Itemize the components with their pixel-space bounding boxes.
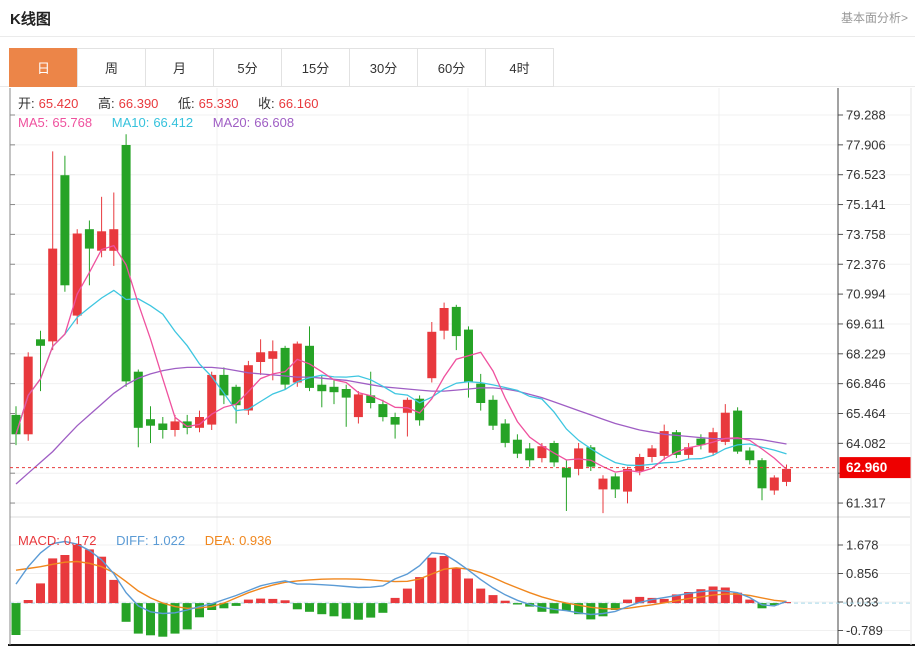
low-label: 低: (178, 96, 195, 111)
dea-value: 0.936 (239, 533, 272, 548)
svg-text:0.033: 0.033 (846, 595, 879, 610)
candles-layer (11, 134, 791, 514)
svg-text:1.678: 1.678 (846, 538, 879, 553)
ma5-value: 65.768 (52, 115, 93, 130)
svg-text:65.464: 65.464 (846, 406, 886, 421)
svg-text:0.856: 0.856 (846, 566, 879, 581)
svg-text:73.758: 73.758 (846, 227, 886, 242)
tab-day[interactable]: 日 (9, 48, 78, 87)
dea-line (15, 560, 787, 610)
svg-text:68.229: 68.229 (846, 346, 886, 361)
ma20-line (15, 366, 787, 485)
svg-text:66.846: 66.846 (846, 376, 886, 391)
macd-label: MACD: (18, 533, 60, 548)
dea-label: DEA: (204, 533, 236, 548)
svg-text:-0.789: -0.789 (846, 623, 883, 638)
tab-4hour[interactable]: 4时 (485, 48, 554, 87)
diff-value: 1.022 (152, 533, 186, 548)
ma-legend: MA5: 65.768 MA10: 66.412 MA20: 66.608 (18, 115, 298, 130)
macd-legend: MACD: 0.172 DIFF: 1.022 DEA: 0.936 (18, 533, 276, 548)
macd-value: 0.172 (63, 533, 97, 548)
header-divider (0, 36, 915, 37)
close-label: 收: (258, 96, 275, 111)
svg-text:64.082: 64.082 (846, 436, 886, 451)
ma20-label: MA20: (212, 115, 251, 130)
svg-text:77.906: 77.906 (846, 137, 886, 152)
tab-15min[interactable]: 15分 (281, 48, 350, 87)
interval-tab-bar: 日 周 月 5分 15分 30分 60分 4时 (9, 48, 554, 87)
current-price-badge: 62.960 (839, 457, 911, 479)
price-grid-and-axis: 79.288 77.906 76.523 75.141 73.758 72.376 70.9… (10, 108, 910, 511)
pane-borders (8, 88, 915, 646)
tab-week[interactable]: 周 (77, 48, 146, 87)
close-value: 66.160 (278, 96, 319, 111)
low-value: 65.330 (198, 96, 239, 111)
ma5-line (15, 244, 787, 473)
fundamental-analysis-link[interactable]: 基本面分析> (840, 11, 908, 25)
ohlc-legend: 开: 65.420 高: 66.390 低: 65.330 收: 66.160 (18, 93, 322, 112)
tab-30min[interactable]: 30分 (349, 48, 418, 87)
svg-text:69.611: 69.611 (846, 316, 885, 331)
svg-text:75.141: 75.141 (846, 197, 886, 212)
svg-text:61.317: 61.317 (846, 496, 886, 511)
svg-text:70.994: 70.994 (846, 287, 886, 302)
ma10-line (15, 289, 787, 467)
macd-histogram (11, 544, 791, 637)
ma10-value: 66.412 (153, 115, 194, 130)
svg-text:72.376: 72.376 (846, 257, 886, 272)
page-title: K线图 (10, 11, 51, 28)
high-value: 66.390 (118, 96, 159, 111)
ma5-label: MA5: (18, 115, 49, 130)
high-label: 高: (98, 96, 115, 111)
open-label: 开: (18, 96, 35, 111)
ma10-label: MA10: (111, 115, 150, 130)
svg-text:76.523: 76.523 (846, 167, 886, 182)
diff-label: DIFF: (116, 533, 149, 548)
open-value: 65.420 (38, 96, 79, 111)
svg-text:62.960: 62.960 (846, 460, 887, 475)
tab-month[interactable]: 月 (145, 48, 214, 87)
tab-60min[interactable]: 60分 (417, 48, 486, 87)
svg-text:79.288: 79.288 (846, 108, 886, 123)
diff-line (15, 540, 787, 616)
tab-5min[interactable]: 5分 (213, 48, 282, 87)
ma20-value: 66.608 (254, 115, 295, 130)
